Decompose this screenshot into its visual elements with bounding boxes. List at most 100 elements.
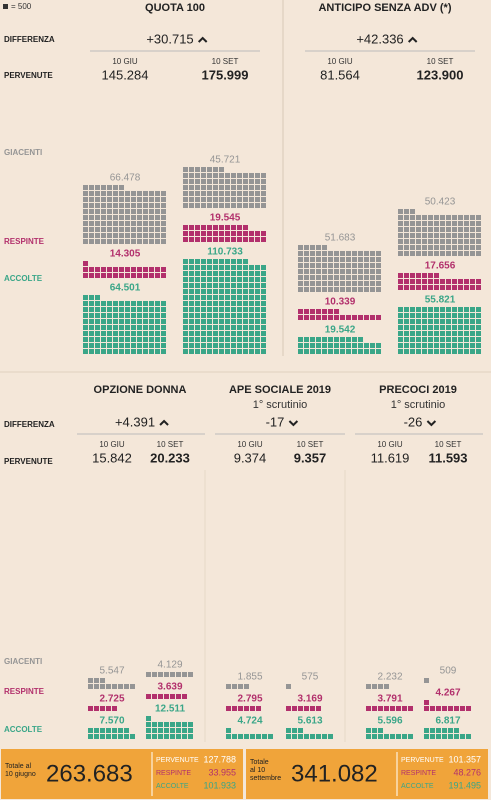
waffle-cell <box>440 337 445 342</box>
waffle-cell <box>458 215 463 220</box>
waffle-cell <box>328 263 333 268</box>
received-value: 20.233 <box>150 450 190 465</box>
waffle-cell <box>107 319 112 324</box>
waffle-cell <box>352 281 357 286</box>
waffle-cell <box>237 319 242 324</box>
waffle-respinte <box>286 706 321 711</box>
waffle-cell <box>322 309 327 314</box>
date-label: 10 SET <box>297 440 324 449</box>
waffle-cell <box>364 315 369 320</box>
waffle-cell <box>352 315 357 320</box>
waffle-cell <box>155 343 160 348</box>
waffle-cell <box>152 728 157 733</box>
waffle-cell <box>143 233 148 238</box>
waffle-cell <box>448 728 453 733</box>
waffle-cell <box>458 337 463 342</box>
waffle-cell <box>189 191 194 196</box>
waffle-cell <box>243 179 248 184</box>
waffle-cell <box>464 279 469 284</box>
waffle-cell <box>119 301 124 306</box>
waffle-cell <box>458 227 463 232</box>
waffle-cell <box>470 233 475 238</box>
waffle-cell <box>195 167 200 172</box>
waffle-cell <box>125 325 130 330</box>
waffle-cell <box>225 231 230 236</box>
waffle-cell <box>149 273 154 278</box>
waffle-cell <box>310 257 315 262</box>
waffle-cell <box>119 337 124 342</box>
value-label: 5.596 <box>377 716 402 727</box>
waffle-cell <box>422 245 427 250</box>
waffle-cell <box>340 343 345 348</box>
waffle-cell <box>316 281 321 286</box>
waffle-cell <box>261 337 266 342</box>
waffle-cell <box>143 239 148 244</box>
waffle-cell <box>470 307 475 312</box>
waffle-cell <box>416 233 421 238</box>
value-label: 509 <box>440 666 457 677</box>
waffle-cell <box>358 315 363 320</box>
waffle-cell <box>398 251 403 256</box>
waffle-cell <box>161 325 166 330</box>
waffle-cell <box>183 319 188 324</box>
waffle-cell <box>364 287 369 292</box>
waffle-cell <box>476 319 481 324</box>
waffle-cell <box>464 307 469 312</box>
waffle-cell <box>243 237 248 242</box>
waffle-cell <box>201 313 206 318</box>
waffle-cell <box>207 191 212 196</box>
waffle-cell <box>231 203 236 208</box>
waffle-cell <box>130 684 135 689</box>
waffle-cell <box>225 259 230 264</box>
waffle-cell <box>101 349 106 354</box>
waffle-cell <box>231 301 236 306</box>
waffle-cell <box>243 277 248 282</box>
waffle-cell <box>398 279 403 284</box>
waffle-cell <box>189 237 194 242</box>
waffle-cell <box>440 313 445 318</box>
waffle-cell <box>422 343 427 348</box>
waffle-cell <box>219 271 224 276</box>
waffle-cell <box>464 221 469 226</box>
waffle-cell <box>149 307 154 312</box>
waffle-cell <box>352 263 357 268</box>
waffle-cell <box>237 325 242 330</box>
waffle-cell <box>243 337 248 342</box>
waffle-cell <box>101 273 106 278</box>
waffle-cell <box>458 233 463 238</box>
waffle-cell <box>304 706 309 711</box>
waffle-cell <box>143 301 148 306</box>
waffle-cell <box>158 734 163 739</box>
waffle-cell <box>89 203 94 208</box>
waffle-cell <box>237 237 242 242</box>
waffle-cell <box>89 191 94 196</box>
waffle-cell <box>226 728 231 733</box>
waffle-cell <box>118 734 123 739</box>
waffle-cell <box>404 285 409 290</box>
waffle-cell <box>219 203 224 208</box>
waffle-cell <box>410 349 415 354</box>
waffle-cell <box>125 301 130 306</box>
waffle-cell <box>255 173 260 178</box>
waffle-cell <box>255 191 260 196</box>
waffle-cell <box>189 289 194 294</box>
waffle-cell <box>155 313 160 318</box>
waffle-cell <box>237 185 242 190</box>
waffle-cell <box>195 225 200 230</box>
waffle-cell <box>408 734 413 739</box>
waffle-cell <box>340 257 345 262</box>
waffle-cell <box>428 285 433 290</box>
waffle-cell <box>358 251 363 256</box>
waffle-cell <box>424 706 429 711</box>
waffle-cell <box>304 251 309 256</box>
total-label: Totale <box>250 759 269 766</box>
waffle-cell <box>446 251 451 256</box>
waffle-cell <box>434 349 439 354</box>
difference: +4.391 <box>115 414 155 429</box>
waffle-cell <box>119 215 124 220</box>
waffle-cell <box>146 734 151 739</box>
waffle-cell <box>410 251 415 256</box>
waffle-cell <box>476 245 481 250</box>
waffle-cell <box>201 319 206 324</box>
waffle-cell <box>346 263 351 268</box>
